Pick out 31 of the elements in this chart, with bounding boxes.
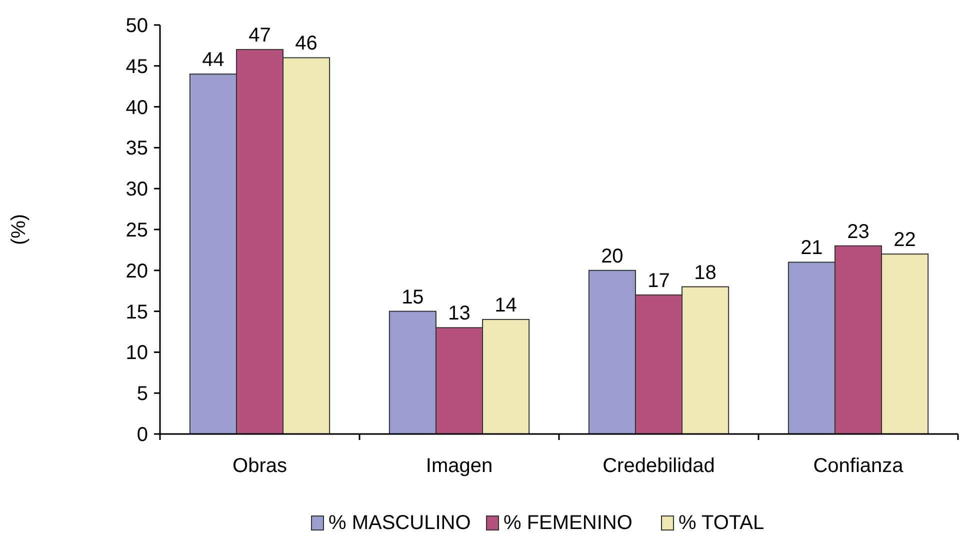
y-tick-label: 15 — [126, 301, 148, 324]
data-label: 17 — [648, 270, 670, 292]
x-tick-label: Obras — [232, 455, 287, 477]
legend-label: % MASCULINO — [328, 512, 471, 534]
y-tick-label: 10 — [126, 342, 148, 364]
data-label: 22 — [894, 229, 916, 252]
data-label: 20 — [601, 245, 624, 268]
data-label: 44 — [202, 49, 224, 72]
data-label: 21 — [800, 237, 823, 260]
y-tick-label: 50 — [126, 15, 148, 37]
y-tick-label: 40 — [126, 96, 148, 119]
data-label: 47 — [248, 24, 271, 47]
y-axis-title: (%) — [8, 214, 30, 246]
y-tick-label: 25 — [126, 220, 148, 242]
data-label: 13 — [448, 302, 470, 325]
x-tick-label: Credebilidad — [602, 455, 715, 477]
y-tick-label: 35 — [126, 138, 148, 160]
data-label: 46 — [295, 32, 318, 55]
y-tick-label: 5 — [136, 383, 148, 406]
data-label: 23 — [847, 220, 870, 243]
data-label: 15 — [402, 286, 424, 308]
data-label: 14 — [494, 294, 517, 316]
legend-label: % FEMENINO — [504, 512, 632, 534]
x-tick-label: Imagen — [426, 455, 493, 477]
y-tick-label: 30 — [126, 178, 148, 201]
legend-label: % TOTAL — [678, 512, 764, 534]
x-tick-label: Confianza — [813, 455, 904, 477]
y-tick-label: 45 — [126, 56, 148, 78]
data-label: 18 — [694, 262, 716, 284]
y-tick-label: 20 — [126, 260, 148, 282]
y-tick-label: 0 — [136, 424, 148, 446]
